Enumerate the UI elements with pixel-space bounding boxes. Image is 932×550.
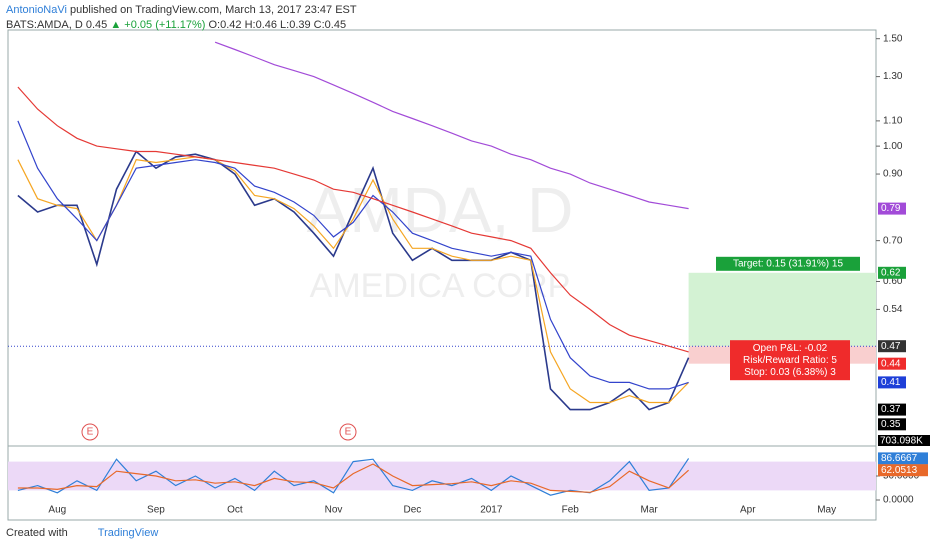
target-label: Target: 0.15 (31.91%) 15 (733, 258, 844, 269)
price-label-box (878, 340, 906, 353)
price-label-box (878, 266, 906, 279)
price-label: 0.47 (881, 341, 901, 352)
price-label-box (878, 403, 906, 416)
price-label-box (878, 357, 906, 370)
created: Created with (6, 527, 68, 539)
author[interactable]: AntonioNaVi (6, 4, 67, 16)
header-line: AntonioNaVi published on TradingView.com… (6, 3, 357, 18)
pnl-label: Open P&L: -0.02 (753, 343, 828, 354)
event-label: E (345, 427, 352, 438)
volume-label-box (878, 435, 930, 446)
series-line (17, 150, 690, 411)
x-tick-label: Apr (740, 505, 756, 516)
price-label-box (878, 418, 906, 431)
y-tick-label: 0.70 (883, 235, 903, 246)
series-line (214, 41, 689, 210)
y-tick-label: 1.10 (883, 116, 903, 127)
last: 0.45 (85, 19, 108, 31)
y-tick-label: 0.90 (883, 169, 903, 180)
stop-label: Stop: 0.03 (6.38%) 3 (744, 367, 836, 378)
series-line (17, 86, 689, 353)
symbol: BATS:AMDA, D (6, 19, 83, 31)
volume-label: 703.098K (880, 436, 923, 447)
x-tick-label: Mar (641, 505, 659, 516)
watermark: AMDA, D (307, 174, 574, 246)
band (8, 461, 876, 491)
price-label: 0.41 (881, 377, 901, 388)
x-tick-label: Feb (562, 505, 580, 516)
published: published on TradingView.com, March 13, … (70, 4, 357, 16)
price-label-box (878, 376, 906, 389)
y-tick-label: 0.0000 (883, 495, 914, 506)
series-line (17, 463, 690, 493)
event-label: E (87, 427, 94, 438)
price-label: 0.79 (881, 203, 901, 214)
pnl-box (730, 340, 850, 381)
brand[interactable]: TradingView (97, 527, 159, 539)
header: AntonioNaVi published on TradingView.com… (6, 3, 357, 33)
x-tick-label: Aug (48, 505, 66, 516)
price-label: 0.35 (881, 419, 901, 430)
y-tick-label: 1.50 (883, 33, 903, 44)
event-marker (81, 423, 99, 441)
value-label-box (878, 452, 928, 465)
value-label-box (878, 464, 928, 477)
ohlc: O:0.42 H:0.46 L:0.39 C:0.45 (208, 19, 347, 31)
x-tick-label: 2017 (480, 505, 503, 516)
x-tick-label: Dec (404, 505, 422, 516)
target-zone (688, 272, 876, 347)
value-label: 86.6667 (881, 453, 918, 464)
y-tick-label: 0.60 (883, 276, 903, 287)
series-line (17, 120, 689, 390)
x-tick-label: Nov (325, 505, 343, 516)
header-line: BATS:AMDA, D 0.45 ▲ +0.05 (+11.17%) O:0.… (6, 18, 357, 33)
value-label: 62.0513 (881, 465, 918, 476)
series-line (17, 156, 690, 404)
price-label: 0.44 (881, 358, 901, 369)
y-tick-label: 1.00 (883, 141, 903, 152)
x-tick-label: Oct (227, 505, 243, 516)
footer: Created with TradingView (6, 527, 158, 539)
change: ▲ +0.05 (+11.17%) (110, 19, 206, 31)
event-marker (339, 423, 357, 441)
x-tick-label: May (817, 505, 836, 516)
price-label: 0.37 (881, 404, 901, 415)
price-label: 0.62 (881, 267, 901, 278)
y-tick-label: 0.54 (883, 304, 903, 315)
target-box (716, 256, 860, 271)
rr-label: Risk/Reward Ratio: 5 (743, 355, 837, 366)
watermark-sub: AMEDICA CORP (310, 267, 571, 305)
x-tick-label: Sep (147, 505, 165, 516)
price-label-box (878, 202, 906, 215)
y-tick-label: 1.30 (883, 71, 903, 82)
